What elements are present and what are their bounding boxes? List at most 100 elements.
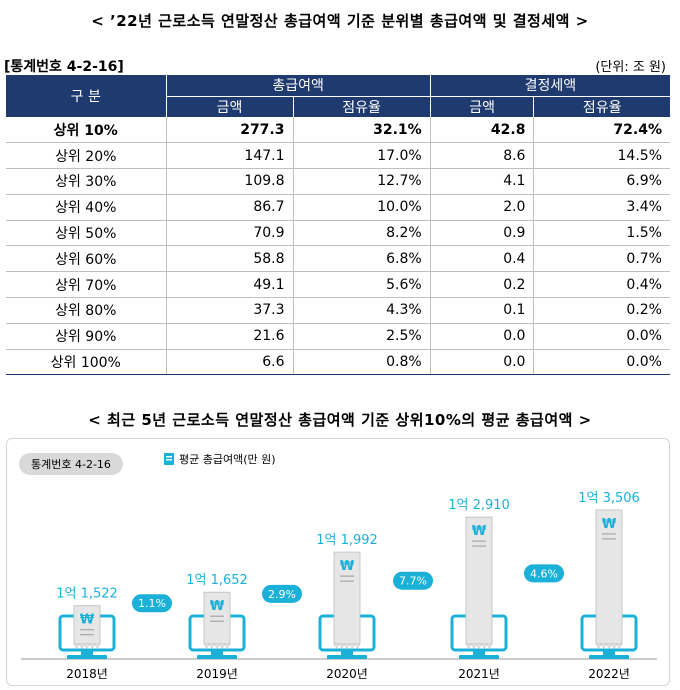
table-row: 상위 60% 58.8 6.8% 0.4 0.7%	[6, 245, 670, 273]
growth-label: 1.1%	[138, 597, 166, 610]
pay-amount-cell: 58.8	[166, 245, 294, 273]
pay-share-cell: 32.1%	[293, 117, 431, 144]
pay-share-cell: 5.6%	[293, 271, 431, 299]
won-icon: ₩	[80, 613, 95, 628]
tax-amount-cell: 0.4	[430, 245, 535, 273]
row-label: 상위 40%	[6, 194, 167, 221]
tax-amount-cell: 2.0	[430, 194, 535, 221]
chart-bar-1: ₩1억 1,652 2019년	[186, 573, 248, 681]
pay-amount-cell: 147.1	[166, 142, 294, 170]
row-label: 상위 50%	[6, 220, 167, 247]
pay-share-cell: 6.8%	[293, 245, 431, 273]
pay-share-cell: 12.7%	[293, 168, 431, 195]
category-label: 2020년	[326, 667, 368, 681]
pay-amount-cell: 6.6	[166, 349, 294, 376]
won-icon: ₩	[210, 599, 225, 614]
row-label: 상위 100%	[6, 349, 167, 376]
pay-share-cell: 4.3%	[293, 297, 431, 324]
unit-label: (단위: 조 원)	[595, 60, 666, 75]
tax-amount-cell: 0.0	[430, 349, 535, 376]
tax-amount-cell: 8.6	[430, 142, 535, 170]
value-label: 1억 3,506	[578, 491, 640, 506]
chart-bar-3: ₩1억 2,910 2021년	[448, 498, 510, 681]
chart-badge: 통계번호 4-2-16	[19, 453, 123, 475]
row-label: 상위 90%	[6, 323, 167, 350]
distribution-table: 구 분 총급여액 결정세액 금액 점유율 금액 점유율 상위 10% 277.3 3…	[6, 75, 670, 376]
growth-label: 7.7%	[399, 575, 427, 588]
header-tax-amount: 금액	[430, 96, 535, 117]
growth-label: 2.9%	[268, 588, 296, 601]
won-icon: ₩	[602, 517, 617, 532]
growth-badge: 4.6%	[524, 564, 564, 583]
won-icon: ₩	[340, 559, 355, 574]
receipt-icon	[164, 453, 174, 465]
row-label: 상위 10%	[6, 117, 167, 144]
tax-share-cell: 0.0%	[533, 349, 670, 376]
chart-bar-2: ₩1억 1,992 2020년	[316, 533, 378, 681]
pay-share-cell: 17.0%	[293, 142, 431, 170]
table-row: 상위 50% 70.9 8.2% 0.9 1.5%	[6, 220, 670, 247]
tax-amount-cell: 0.9	[430, 220, 535, 247]
table-row: 상위 20% 147.1 17.0% 8.6 14.5%	[6, 142, 670, 170]
legend-label: 평균 총급여액(만 원)	[179, 453, 276, 466]
pay-share-cell: 8.2%	[293, 220, 431, 247]
stat-number: [통계번호 4-2-16]	[4, 59, 124, 75]
tax-share-cell: 3.4%	[533, 194, 670, 221]
tax-amount-cell: 0.2	[430, 271, 535, 299]
growth-label: 4.6%	[530, 567, 558, 580]
header-pay-amount: 금액	[166, 96, 294, 117]
table-row: 상위 10% 277.3 32.1% 42.8 72.4%	[6, 117, 670, 144]
table-row: 상위 70% 49.1 5.6% 0.2 0.4%	[6, 271, 670, 299]
table-row: 상위 90% 21.6 2.5% 0.0 0.0%	[6, 323, 670, 350]
row-label: 상위 30%	[6, 168, 167, 195]
header-tax-share: 점유율	[533, 96, 670, 117]
tax-share-cell: 0.0%	[533, 323, 670, 350]
chart-legend: 평균 총급여액(만 원)	[163, 451, 276, 467]
tax-share-cell: 0.7%	[533, 245, 670, 273]
row-label: 상위 60%	[6, 245, 167, 273]
growth-badge: 7.7%	[393, 571, 433, 590]
pay-amount-cell: 21.6	[166, 323, 294, 350]
category-label: 2022년	[588, 667, 630, 681]
tax-amount-cell: 42.8	[430, 117, 535, 144]
tax-share-cell: 0.2%	[533, 297, 670, 324]
tax-share-cell: 6.9%	[533, 168, 670, 195]
pay-amount-cell: 49.1	[166, 271, 294, 299]
pay-share-cell: 0.8%	[293, 349, 431, 376]
value-label: 1억 1,652	[186, 573, 248, 588]
table-row: 상위 80% 37.3 4.3% 0.1 0.2%	[6, 297, 670, 324]
tax-amount-cell: 4.1	[430, 168, 535, 195]
header-total-pay: 총급여액	[166, 75, 431, 97]
tax-share-cell: 0.4%	[533, 271, 670, 299]
tax-share-cell: 72.4%	[533, 117, 670, 144]
row-label: 상위 70%	[6, 271, 167, 299]
chart-title: < 최근 5년 근로소득 연말정산 총급여액 기준 상위10%의 평균 총급여액…	[88, 411, 592, 429]
tax-amount-cell: 0.0	[430, 323, 535, 350]
bar-chart: ₩1억 1,522 2018년 ₩1억 1,652 2019년 ₩1억 1,992 202…	[21, 491, 657, 681]
value-label: 1억 1,522	[56, 587, 118, 602]
table-row: 상위 40% 86.7 10.0% 2.0 3.4%	[6, 194, 670, 221]
value-label: 1억 1,992	[316, 533, 378, 548]
chart-bar-0: ₩1억 1,522 2018년	[56, 587, 118, 681]
tax-amount-cell: 0.1	[430, 297, 535, 324]
table-row: 상위 100% 6.6 0.8% 0.0 0.0%	[6, 349, 670, 376]
growth-badge: 2.9%	[262, 584, 302, 603]
row-label: 상위 80%	[6, 297, 167, 324]
pay-amount-cell: 37.3	[166, 297, 294, 324]
header-group: 구 분	[6, 75, 167, 118]
tax-share-cell: 14.5%	[533, 142, 670, 170]
growth-badge: 1.1%	[132, 594, 172, 613]
pay-share-cell: 2.5%	[293, 323, 431, 350]
category-label: 2019년	[196, 667, 238, 681]
chart-panel: 통계번호 4-2-16 평균 총급여액(만 원) ₩1억 1,522 2018년 ₩…	[6, 438, 670, 686]
table-row: 상위 30% 109.8 12.7% 4.1 6.9%	[6, 168, 670, 195]
won-icon: ₩	[472, 524, 487, 539]
pay-amount-cell: 277.3	[166, 117, 294, 144]
pay-amount-cell: 70.9	[166, 220, 294, 247]
category-label: 2018년	[66, 667, 108, 681]
pay-amount-cell: 109.8	[166, 168, 294, 195]
header-pay-share: 점유율	[293, 96, 431, 117]
category-label: 2021년	[458, 667, 500, 681]
pay-share-cell: 10.0%	[293, 194, 431, 221]
value-label: 1억 2,910	[448, 498, 510, 513]
